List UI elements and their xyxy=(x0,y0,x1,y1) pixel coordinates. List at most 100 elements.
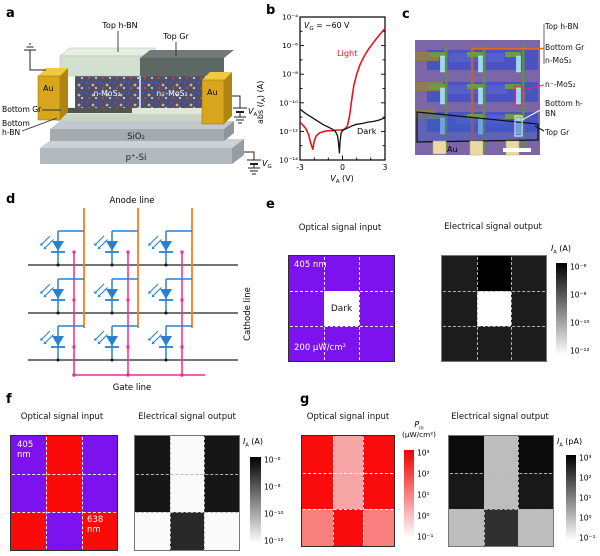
ground-symbol xyxy=(24,43,46,71)
svg-text:10⁻⁸: 10⁻⁸ xyxy=(282,70,298,79)
g-output-colorbar-title: IA (pA) xyxy=(557,437,583,449)
colorbar-tick: 10⁻¹⁰ xyxy=(264,509,284,519)
colorbar-tick: 10⁻⁸ xyxy=(570,290,587,300)
light-curve-label: Light xyxy=(337,48,358,58)
photodiode-array xyxy=(39,230,193,363)
c-label-top-hbn: Top h-BN xyxy=(545,22,579,31)
grid-cell xyxy=(363,472,394,510)
grid-cell xyxy=(518,472,553,510)
e-optical-input-grid: 405 nm Dark 200 µW/cm² xyxy=(288,255,395,362)
gate-voltage-annotation: VG = −60 V xyxy=(304,21,350,32)
svg-text:10⁻⁶: 10⁻⁶ xyxy=(282,41,298,50)
grid-cell xyxy=(289,326,324,361)
vg-voltage-source: VG xyxy=(244,151,272,175)
grid-cell xyxy=(46,512,82,550)
svg-text:10⁻¹²: 10⁻¹² xyxy=(279,127,298,136)
g-output-title: Electrical signal output xyxy=(451,412,549,422)
colorbar-tick: 10⁻¹ xyxy=(579,533,596,543)
colorbar-tick: 10¹ xyxy=(417,490,430,500)
grid-cell xyxy=(46,474,82,512)
grid-cell xyxy=(135,512,170,550)
panel-c-leaders xyxy=(472,24,545,137)
grid-cell xyxy=(483,436,519,473)
f-405nm-label: 405 nm xyxy=(17,440,34,460)
panel-c-micrograph: Au xyxy=(415,24,545,156)
g-electrical-output-grid xyxy=(448,435,554,547)
f-638nm-label: 638 nm xyxy=(87,515,104,535)
panel-b-iv-plot: 10⁻⁴ 10⁻⁶ 10⁻⁸ 10⁻¹⁰ 10⁻¹² 10⁻¹⁴ -3 0 3 … xyxy=(256,13,388,185)
va-label: VA xyxy=(248,107,257,118)
grid-cell xyxy=(518,436,553,473)
panel-d-circuit: Anode line Cathode line xyxy=(28,196,253,393)
plot-frame xyxy=(299,16,386,161)
top-gr-flake xyxy=(416,111,539,143)
grid-cell xyxy=(363,509,394,546)
top-hbn-label: Top h-BN xyxy=(101,21,137,30)
anode-lines xyxy=(83,208,193,328)
grid-cell xyxy=(511,291,546,326)
grid-cell xyxy=(511,326,546,361)
grid-cell xyxy=(449,472,484,510)
grid-cell xyxy=(11,436,47,474)
c-label-bottom-hbn: Bottom h-BN xyxy=(545,99,583,118)
grid-cell xyxy=(442,291,477,326)
gate-line-label: Gate line xyxy=(113,383,151,393)
p-si-substrate: p⁺-Si xyxy=(40,139,244,164)
scale-bar xyxy=(503,148,531,152)
e-dark-label: Dark xyxy=(330,303,353,314)
grid-cell xyxy=(204,512,239,550)
panel-a-device-schematic: p⁺-Si SiO₂ n-MoS₂ n⁻-MoS₂ xyxy=(2,21,272,175)
grid-cell xyxy=(511,256,546,291)
x-tick-labels: -3 0 3 xyxy=(296,163,387,172)
f-colorbar-title: IA (A) xyxy=(243,437,264,449)
grid-cell xyxy=(169,512,205,550)
top-gr-label: Top Gr xyxy=(162,32,189,41)
panel-label-a: a xyxy=(6,6,15,21)
dark-curve-label: Dark xyxy=(357,126,377,136)
panel-label-f: f xyxy=(6,392,12,407)
cathode-lines xyxy=(28,264,238,361)
colorbar-tick: 10³ xyxy=(417,448,430,458)
e-electrical-output-grid xyxy=(441,255,547,362)
f-output-title: Electrical signal output xyxy=(138,412,236,422)
colorbar-tick: 10⁻¹² xyxy=(570,346,590,356)
e-wavelength-label: 405 nm xyxy=(294,260,327,270)
colorbar-tick: 10⁰ xyxy=(417,511,430,521)
svg-text:0: 0 xyxy=(340,163,345,172)
panel-label-b: b xyxy=(266,3,276,18)
dark-curve xyxy=(299,108,386,154)
grid-cell xyxy=(46,436,82,474)
au-pad-label: Au xyxy=(447,145,458,154)
grid-cell xyxy=(476,291,512,326)
grid-cell xyxy=(289,291,324,326)
sio2-layer: SiO₂ xyxy=(50,121,234,142)
grid-cell xyxy=(476,256,512,291)
e-power-label: 200 µW/cm² xyxy=(294,343,346,353)
grid-cell xyxy=(442,256,477,291)
gate-junction-dots xyxy=(72,373,184,377)
au-right-label: Au xyxy=(207,88,218,97)
x-axis-label: VA (V) xyxy=(330,174,354,185)
grid-cell xyxy=(81,512,117,550)
g-input-colorbar-title: Pin xyxy=(414,420,424,432)
sio2-label: SiO₂ xyxy=(127,132,145,142)
colorbar-tick: 10⁻¹ xyxy=(417,532,434,542)
vg-label: VG xyxy=(262,159,272,170)
svg-text:10⁻¹⁰: 10⁻¹⁰ xyxy=(279,98,298,107)
anode-line-label: Anode line xyxy=(109,196,154,206)
grid-cell xyxy=(324,256,359,291)
n-neg-mos2-label: n⁻-MoS₂ xyxy=(156,89,187,98)
grid-cell xyxy=(449,436,484,473)
c-label-n-neg-mos2: n⁻-MoS₂ xyxy=(545,80,576,89)
grid-cell xyxy=(359,256,394,291)
grid-cell xyxy=(332,472,364,510)
cathode-line-label: Cathode line xyxy=(243,287,253,341)
au-electrode-right: Au xyxy=(201,72,232,125)
micrograph-image: Au xyxy=(415,40,540,156)
grid-cell xyxy=(324,326,359,361)
grid-cell xyxy=(289,256,324,291)
y-axis-ticks xyxy=(300,16,385,161)
g-optical-input-grid xyxy=(301,435,395,547)
bottom-gr-label: Bottom Gr xyxy=(2,105,42,114)
grid-cell xyxy=(332,509,364,546)
